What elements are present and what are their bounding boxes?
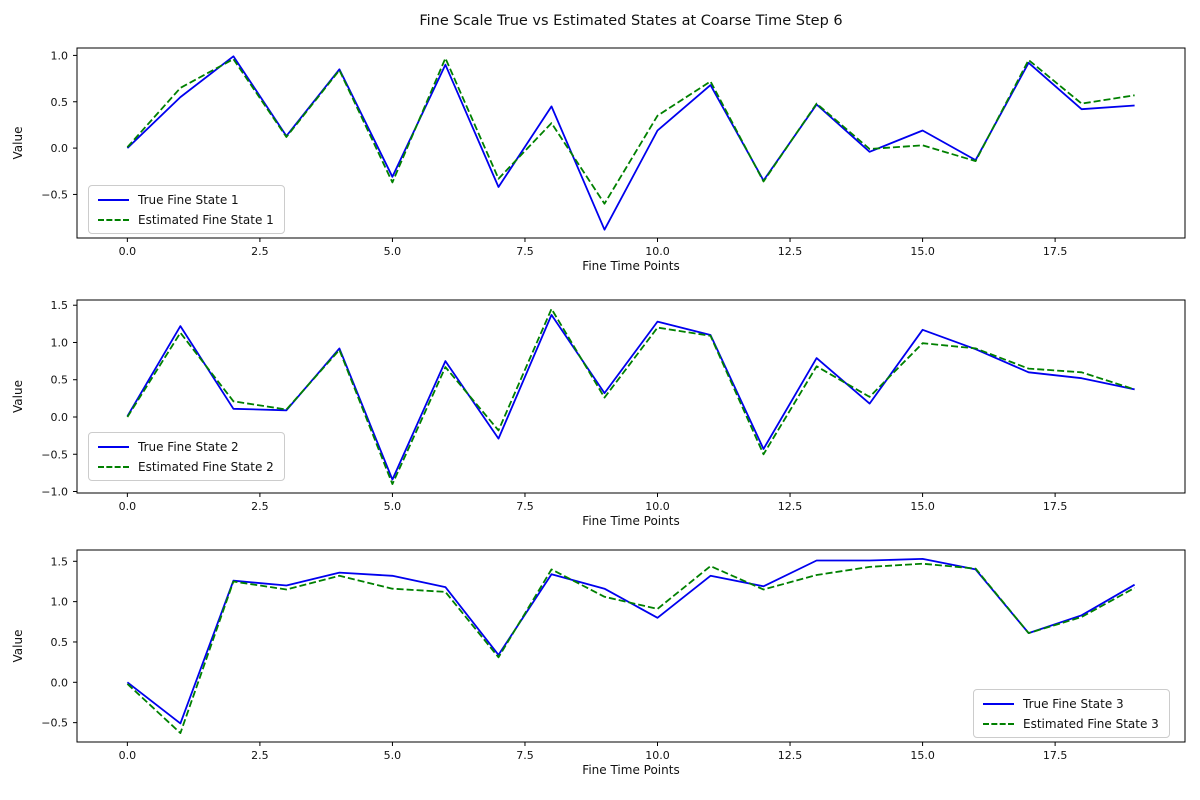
x-tick-label: 5.0: [384, 245, 402, 258]
estimated-state-line-subplot-1: [126, 57, 1135, 205]
x-tick-label: 2.5: [251, 245, 269, 258]
x-tick-label: 0.0: [119, 749, 137, 762]
x-tick-label: 17.5: [1043, 749, 1068, 762]
x-tick-label: 2.5: [251, 500, 269, 513]
legend-label-estimated-2: Estimated Fine State 2: [138, 459, 274, 474]
y-tick-label: 0.5: [51, 374, 69, 387]
x-axis-label: Fine Time Points: [582, 259, 679, 273]
y-tick-label: 1.0: [51, 596, 69, 609]
y-tick-label: 0.0: [51, 676, 69, 689]
y-tick-label: 0.5: [51, 636, 69, 649]
x-tick-label: 17.5: [1043, 245, 1068, 258]
figure-title: Fine Scale True vs Estimated States at C…: [419, 13, 843, 29]
x-tick-label: 0.0: [119, 245, 137, 258]
x-tick-label: 12.5: [778, 500, 803, 513]
x-tick-label: 15.0: [910, 749, 935, 762]
legend-item: True Fine State 2: [98, 438, 274, 455]
x-tick-label: 12.5: [778, 245, 803, 258]
legend-subplot-1: True Fine State 1 Estimated Fine State 1: [88, 185, 285, 234]
legend-label-true-1: True Fine State 1: [138, 192, 239, 207]
x-tick-label: 10.0: [645, 749, 670, 762]
legend-item: Estimated Fine State 2: [98, 458, 274, 475]
legend-label-true-2: True Fine State 2: [138, 439, 239, 454]
y-tick-label: −0.5: [41, 717, 68, 730]
dashed-line-swatch: [98, 218, 129, 221]
y-tick-label: 1.5: [51, 299, 69, 312]
x-tick-label: 17.5: [1043, 500, 1068, 513]
x-tick-label: 7.5: [516, 500, 534, 513]
x-tick-label: 10.0: [645, 245, 670, 258]
solid-line-swatch: [98, 445, 129, 448]
x-tick-label: 5.0: [384, 500, 402, 513]
legend-subplot-3: True Fine State 3 Estimated Fine State 3: [973, 689, 1170, 738]
y-axis-label: Value: [11, 380, 25, 413]
x-tick-label: 0.0: [119, 500, 137, 513]
legend-subplot-2: True Fine State 2 Estimated Fine State 2: [88, 432, 285, 481]
y-tick-label: −1.0: [41, 486, 68, 499]
y-tick-label: 1.0: [51, 336, 69, 349]
axes-frame-subplot-2: [76, 299, 1186, 494]
legend-item: Estimated Fine State 1: [98, 211, 274, 228]
x-tick-label: 15.0: [910, 500, 935, 513]
y-tick-label: 0.0: [51, 142, 69, 155]
x-tick-label: 7.5: [516, 245, 534, 258]
x-tick-label: 2.5: [251, 749, 269, 762]
legend-label-estimated-1: Estimated Fine State 1: [138, 212, 274, 227]
y-axis-label: Value: [11, 630, 25, 663]
axes-frame-subplot-1: [76, 47, 1186, 239]
dashed-line-swatch: [983, 722, 1014, 725]
y-tick-label: −0.5: [41, 448, 68, 461]
x-tick-label: 15.0: [910, 245, 935, 258]
legend-label-true-3: True Fine State 3: [1023, 696, 1124, 711]
true-state-line-subplot-1: [126, 55, 1135, 231]
axes-frame-subplot-3: [76, 549, 1186, 743]
legend-label-estimated-3: Estimated Fine State 3: [1023, 716, 1159, 731]
x-axis-label: Fine Time Points: [582, 763, 679, 777]
solid-line-swatch: [98, 198, 129, 201]
dashed-line-swatch: [98, 465, 129, 468]
legend-item: True Fine State 3: [983, 695, 1159, 712]
x-axis-label: Fine Time Points: [582, 514, 679, 528]
y-tick-label: 0.5: [51, 96, 69, 109]
x-tick-label: 10.0: [645, 500, 670, 513]
x-tick-label: 12.5: [778, 749, 803, 762]
legend-item: Estimated Fine State 3: [983, 715, 1159, 732]
legend-item: True Fine State 1: [98, 191, 274, 208]
y-tick-label: 1.0: [51, 49, 69, 62]
y-axis-label: Value: [11, 127, 25, 160]
solid-line-swatch: [983, 702, 1014, 705]
y-tick-label: −0.5: [41, 188, 68, 201]
x-tick-label: 7.5: [516, 749, 534, 762]
y-tick-label: 0.0: [51, 411, 69, 424]
estimated-state-line-subplot-2: [126, 307, 1135, 486]
y-tick-label: 1.5: [51, 555, 69, 568]
estimated-state-line-subplot-3: [126, 562, 1136, 734]
x-tick-label: 5.0: [384, 749, 402, 762]
